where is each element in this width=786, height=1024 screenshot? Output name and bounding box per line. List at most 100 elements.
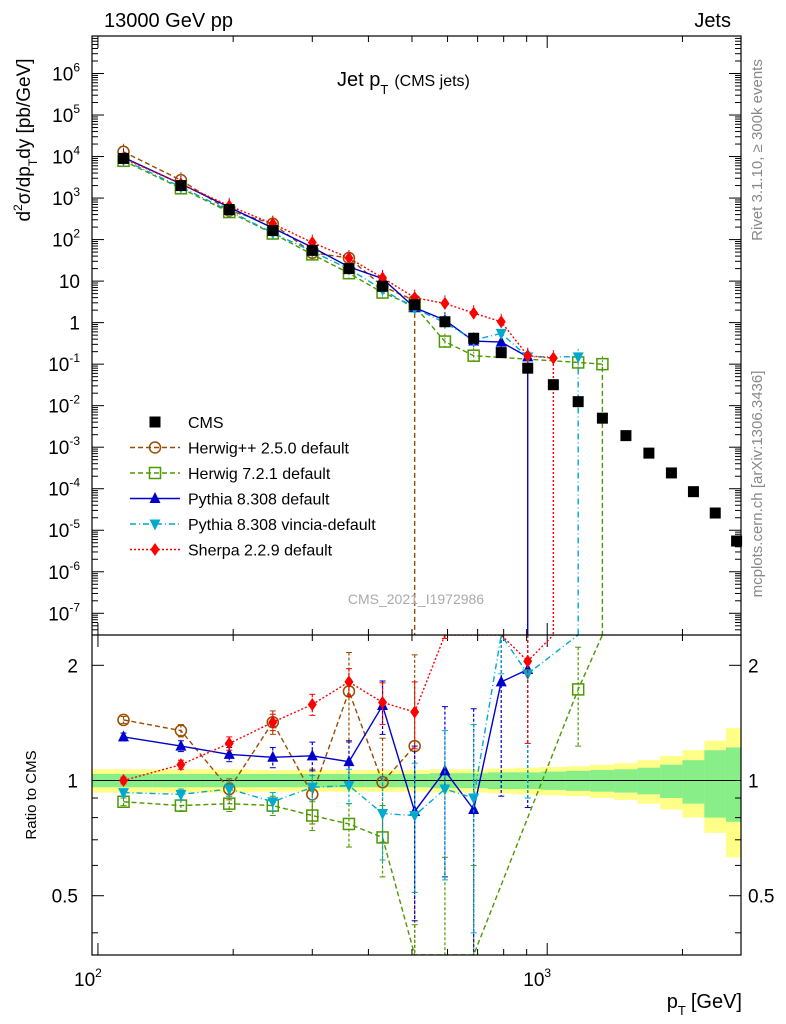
ratio-band-inner [704, 750, 726, 818]
series-marker-ratio [223, 784, 235, 796]
series-line-main [123, 156, 529, 635]
series-marker-ratio [468, 802, 480, 814]
series-marker-ratio [176, 758, 186, 772]
data-point [709, 507, 721, 519]
legend: CMS Herwig++ 2.5.0 default Herwig 7.2.1 de… [130, 415, 376, 560]
plot-frame [91, 35, 742, 956]
series-line-main [123, 159, 579, 635]
legend-marker [149, 416, 161, 428]
series-marker-ratio [523, 654, 533, 668]
y-tick-label: 10-3 [48, 434, 80, 459]
data-point [175, 180, 187, 192]
series-marker-ratio [571, 683, 585, 696]
series-marker-ratio [223, 747, 235, 759]
ratio-band-inner [682, 760, 705, 804]
series-marker-ratio [343, 755, 355, 767]
legend-marker [150, 543, 160, 556]
ratio-y-axis-title: Ratio to CMS [23, 750, 40, 839]
legend-item: Herwig 7.2.1 default [130, 466, 331, 483]
data-point [687, 486, 699, 498]
series-marker-ratio [342, 817, 356, 831]
series-marker-ratio [117, 713, 130, 727]
y-tick-label: 10-4 [48, 476, 80, 501]
series-marker-ratio [118, 788, 130, 800]
ratio-band-inner [660, 764, 683, 799]
series-marker-ratio [468, 793, 480, 805]
ratio-tick-label-left: 1 [67, 772, 78, 793]
data-point [665, 467, 677, 479]
series-line-main [123, 160, 604, 635]
data-point [468, 332, 480, 344]
series-4 [119, 150, 558, 635]
series-marker-ratio [306, 749, 318, 761]
mcplots-label: mcplots.cern.ch [arXiv:1306.3436] [749, 371, 766, 598]
series-marker-main [438, 335, 452, 348]
series-marker-ratio [306, 809, 319, 822]
series-marker-ratio [267, 797, 279, 809]
data-point [377, 280, 389, 292]
ratio-series-4 [119, 635, 557, 788]
y-tick-label: 1 [69, 314, 80, 335]
plot-title-sub: T [380, 82, 388, 97]
ratio-tick-label-right: 2 [748, 656, 759, 677]
series-marker-ratio [268, 715, 278, 729]
ratio-uncertainty-bands [92, 728, 741, 858]
x-axis-title-sub: T [678, 1003, 686, 1018]
series-line-ratio [123, 668, 529, 814]
y-axis-title: d2σ/dpTdy [pb/GeV] [11, 58, 40, 221]
series-marker-main [523, 349, 533, 363]
ratio-series-1 [117, 635, 606, 955]
data-point [267, 225, 279, 237]
data-point [409, 299, 421, 311]
series-marker-ratio [306, 782, 318, 794]
plot-title-extra: (CMS jets) [394, 73, 470, 90]
legend-label: Herwig 7.2.1 default [188, 466, 331, 483]
legend-item: CMS [149, 415, 224, 432]
x-axis-title-main: p [667, 991, 678, 1013]
series-marker-main [496, 315, 506, 329]
rivet-label: Rivet 3.1.10, ≥ 300k events [749, 59, 766, 241]
y-tick-label: 10-6 [48, 559, 80, 584]
x-tick-label: 102 [74, 966, 102, 991]
header-right: Jets [694, 10, 731, 32]
series-marker-ratio [222, 797, 236, 810]
ratio-tick-label-right: 0.5 [748, 887, 774, 908]
x-tick-label: 103 [523, 966, 551, 991]
series-marker-main [596, 357, 609, 371]
legend-marker [149, 492, 161, 503]
series-marker-main [469, 306, 479, 320]
y-tick-label: 102 [52, 227, 80, 252]
y-tick-label: 10-2 [48, 393, 80, 418]
data-layer [118, 152, 743, 547]
data-point [596, 412, 608, 424]
data-point [118, 152, 130, 164]
series-marker-ratio [307, 697, 317, 711]
watermark: CMS_2021_I1972986 [348, 591, 484, 607]
y-tick-label: 104 [52, 144, 80, 169]
series-line-ratio [123, 635, 604, 955]
series-marker-ratio [522, 669, 534, 681]
series-marker-main [467, 349, 480, 362]
data-point [439, 316, 451, 328]
series-marker-ratio [378, 695, 388, 709]
ratio-band-inner [725, 747, 741, 822]
data-point [620, 430, 632, 442]
data-point [306, 244, 318, 256]
y-tick-label: 10-7 [48, 600, 80, 625]
ratio-tick-label-right: 1 [748, 772, 759, 793]
y-tick-label: 10-5 [48, 517, 80, 542]
series-marker-ratio [224, 736, 234, 750]
data-point [223, 204, 235, 216]
data-point [572, 396, 584, 408]
series-marker-ratio [175, 789, 187, 801]
legend-label: Herwig++ 2.5.0 default [188, 441, 350, 458]
series-marker-ratio [495, 675, 507, 687]
series-0 [117, 143, 421, 635]
y-tick-label: 106 [52, 60, 80, 85]
series-line-main [123, 151, 416, 635]
plot-title-main: Jet p [337, 69, 380, 91]
series-marker-ratio [267, 750, 279, 762]
data-point [731, 535, 743, 547]
series-marker-ratio [377, 808, 389, 820]
